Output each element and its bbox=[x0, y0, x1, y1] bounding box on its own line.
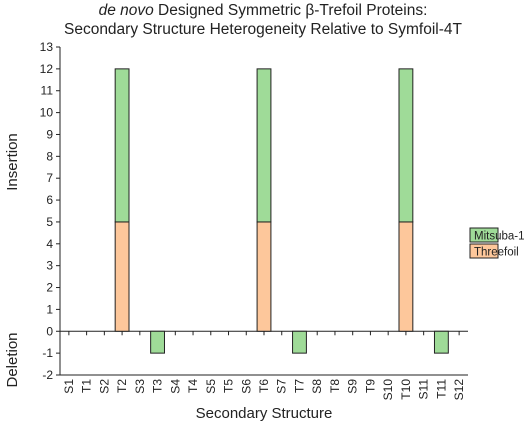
x-tick-label: S12 bbox=[452, 379, 466, 401]
legend-swatch bbox=[469, 227, 499, 243]
x-tick-label: T6 bbox=[257, 379, 271, 393]
y-tick-label: 7 bbox=[46, 171, 53, 185]
y-tick-label: 11 bbox=[41, 84, 54, 98]
x-tick-label: S5 bbox=[204, 379, 218, 394]
x-tick-label: T5 bbox=[222, 379, 236, 393]
bar bbox=[256, 68, 272, 223]
y-tick-label: -2 bbox=[42, 368, 53, 382]
y-tick-label: 0 bbox=[46, 324, 53, 338]
x-tick-label: T8 bbox=[328, 379, 342, 393]
x-tick-label: S1 bbox=[62, 379, 76, 394]
y-tick-label: 9 bbox=[46, 127, 53, 141]
x-tick-label: T2 bbox=[115, 379, 129, 393]
bar bbox=[292, 330, 307, 354]
legend-label: Threefoil bbox=[474, 247, 519, 259]
y-tick-label: 6 bbox=[46, 193, 53, 207]
chart-title-line-1: de novo Designed Symmetric β-Trefoil Pro… bbox=[0, 2, 526, 20]
x-tick-label: S3 bbox=[133, 379, 147, 394]
bar bbox=[398, 68, 414, 223]
x-tick-label: S2 bbox=[97, 379, 111, 394]
y-tick-label: 4 bbox=[46, 237, 53, 251]
x-tick-label: S11 bbox=[417, 379, 431, 400]
x-tick-label: S8 bbox=[310, 379, 324, 394]
x-axis-label: Secondary Structure bbox=[196, 405, 333, 422]
x-tick-label: S10 bbox=[381, 379, 395, 401]
legend-swatch bbox=[469, 243, 499, 259]
y-tick-label: -1 bbox=[42, 346, 53, 360]
bar bbox=[256, 221, 272, 332]
bar bbox=[433, 330, 449, 354]
bar bbox=[398, 221, 414, 332]
bar bbox=[114, 68, 130, 223]
x-tick-label: T7 bbox=[292, 379, 306, 393]
y-axis-label-insertion: Insertion bbox=[4, 133, 21, 191]
x-tick-label: S6 bbox=[239, 379, 253, 394]
x-tick-label: T4 bbox=[186, 379, 200, 393]
bar bbox=[114, 221, 130, 332]
y-tick-label: 13 bbox=[40, 40, 54, 54]
title-line-1-text: Designed Symmetric β-Trefoil Proteins: bbox=[153, 2, 428, 19]
x-tick-label: S9 bbox=[346, 379, 360, 394]
chart-title-line-2: Secondary Structure Heterogeneity Relati… bbox=[63, 21, 462, 38]
y-tick-label: 3 bbox=[46, 259, 53, 273]
y-tick-label: 10 bbox=[40, 106, 54, 120]
y-tick-label: 8 bbox=[46, 149, 53, 163]
x-tick-label: T1 bbox=[80, 379, 94, 393]
x-tick-label: T9 bbox=[363, 379, 377, 393]
y-tick-label: 2 bbox=[46, 281, 53, 295]
legend-label: Mitsuba-1 bbox=[474, 231, 525, 243]
title-italic-prefix: de novo bbox=[98, 2, 154, 19]
x-tick-label: S4 bbox=[168, 379, 182, 394]
x-tick-label: T11 bbox=[434, 379, 448, 399]
y-tick-label: 1 bbox=[46, 302, 53, 316]
bar bbox=[150, 330, 165, 354]
y-tick-label: 5 bbox=[46, 215, 53, 229]
x-tick-label: T10 bbox=[399, 379, 413, 400]
y-tick-label: 12 bbox=[40, 62, 54, 76]
x-tick-label: T3 bbox=[151, 379, 165, 393]
x-tick-label: S7 bbox=[275, 379, 289, 394]
y-axis-label-deletion: Deletion bbox=[4, 332, 21, 387]
